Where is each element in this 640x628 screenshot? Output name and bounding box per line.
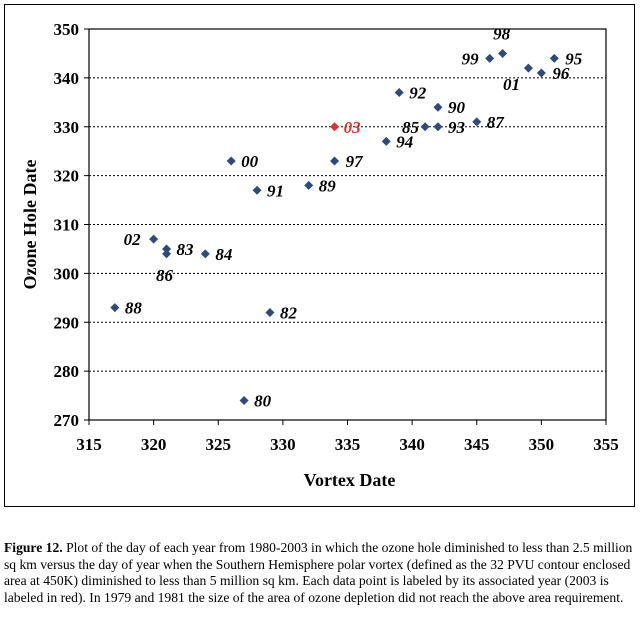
data-label-97: 97 — [346, 152, 365, 171]
data-label-91: 91 — [267, 181, 284, 200]
data-label-93: 93 — [448, 118, 466, 137]
x-tick-label-330: 330 — [270, 435, 296, 454]
x-tick-label-340: 340 — [399, 435, 425, 454]
data-point-97 — [330, 156, 340, 166]
x-tick-label-355: 355 — [593, 435, 619, 454]
data-point-90 — [433, 102, 443, 112]
data-point-98 — [498, 48, 508, 58]
data-label-87: 87 — [487, 113, 506, 132]
data-point-83 — [162, 244, 172, 254]
y-tick-label-350: 350 — [54, 20, 80, 39]
figure-caption: Figure 12. Plot of the day of each year … — [4, 540, 636, 606]
data-point-87 — [472, 117, 482, 127]
data-label-80: 80 — [254, 391, 272, 410]
y-tick-label-330: 330 — [54, 118, 80, 137]
data-point-94 — [381, 136, 391, 146]
data-label-83: 83 — [177, 240, 195, 259]
x-tick-label-350: 350 — [529, 435, 555, 454]
y-tick-label-340: 340 — [54, 69, 80, 88]
data-point-88 — [110, 303, 120, 313]
data-label-88: 88 — [125, 299, 143, 318]
data-label-96: 96 — [552, 64, 570, 83]
x-tick-label-345: 345 — [464, 435, 490, 454]
caption-text: Plot of the day of each year from 1980-2… — [4, 540, 633, 605]
y-tick-label-320: 320 — [54, 167, 80, 186]
caption-lead: Figure 12. — [4, 540, 63, 555]
x-tick-label-315: 315 — [76, 435, 102, 454]
y-tick-label-280: 280 — [54, 362, 80, 381]
data-point-95 — [549, 53, 559, 63]
data-point-96 — [536, 68, 546, 78]
data-label-03: 03 — [344, 118, 362, 137]
data-label-02: 02 — [124, 230, 142, 249]
data-label-00: 00 — [241, 152, 258, 171]
data-point-99 — [485, 53, 495, 63]
data-label-86: 86 — [156, 266, 174, 285]
data-label-01: 01 — [503, 75, 520, 94]
x-tick-label-320: 320 — [141, 435, 167, 454]
data-point-84 — [200, 249, 210, 259]
data-point-89 — [304, 180, 314, 190]
data-point-02 — [149, 234, 159, 244]
x-axis-title: Vortex Date — [304, 470, 396, 490]
data-point-80 — [239, 395, 249, 405]
data-label-99: 99 — [462, 49, 480, 68]
data-point-91 — [252, 185, 262, 195]
data-point-86 — [162, 249, 172, 259]
data-point-82 — [265, 307, 275, 317]
y-tick-label-270: 270 — [54, 411, 80, 430]
data-point-03 — [330, 122, 340, 132]
data-label-90: 90 — [448, 98, 466, 117]
data-label-98: 98 — [493, 24, 511, 43]
data-label-92: 92 — [409, 84, 427, 103]
data-label-84: 84 — [215, 245, 232, 264]
data-label-85: 85 — [402, 118, 420, 137]
data-label-95: 95 — [565, 49, 583, 68]
data-label-94: 94 — [396, 132, 413, 151]
chart-frame — [4, 4, 635, 507]
x-tick-label-335: 335 — [335, 435, 361, 454]
data-point-85 — [420, 122, 430, 132]
y-tick-label-300: 300 — [54, 264, 80, 283]
data-label-89: 89 — [319, 176, 337, 195]
y-tick-label-290: 290 — [54, 313, 80, 332]
y-axis-title: Ozone Hole Date — [20, 160, 40, 290]
data-label-82: 82 — [280, 303, 298, 322]
data-point-01 — [523, 63, 533, 73]
y-tick-label-310: 310 — [54, 216, 80, 235]
data-point-92 — [394, 88, 404, 98]
scatter-chart: 270 280 290 300 310 320 330 340 350 315 320 325 330 3… — [20, 20, 619, 490]
data-point-93 — [433, 122, 443, 132]
x-tick-label-325: 325 — [206, 435, 232, 454]
data-point-00 — [226, 156, 236, 166]
